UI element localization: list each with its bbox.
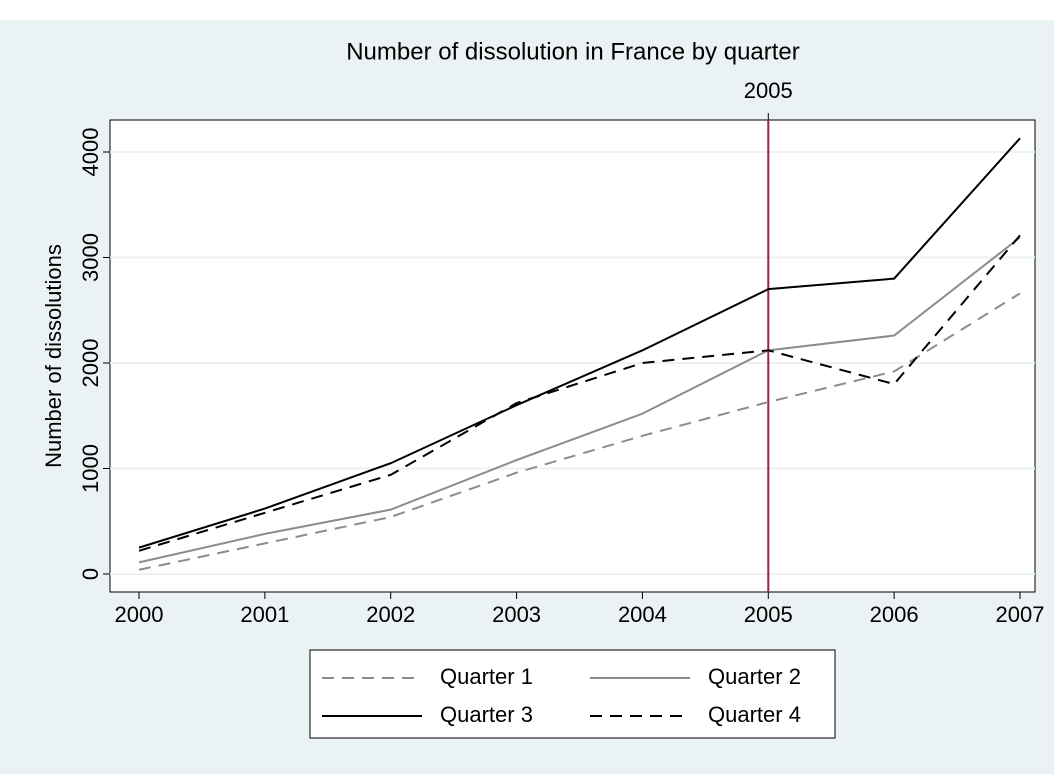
- legend-label: Quarter 2: [708, 664, 801, 689]
- y-tick-label: 1000: [78, 444, 103, 493]
- y-tick-label: 0: [78, 568, 103, 580]
- x-tick-label: 2000: [115, 602, 164, 627]
- plot-area: [109, 119, 1036, 593]
- y-tick-label: 4000: [78, 128, 103, 177]
- series-line: [138, 292, 1021, 571]
- legend-label: Quarter 1: [440, 664, 533, 689]
- x-tick-label: 2005: [744, 602, 793, 627]
- y-axis-label: Number of dissolutions: [41, 244, 66, 468]
- x-tick-label: 2006: [870, 602, 919, 627]
- x-tick-label: 2001: [240, 602, 289, 627]
- series-line: [138, 236, 1021, 564]
- series-line: [138, 137, 1021, 549]
- y-tick-label: 3000: [78, 233, 103, 282]
- reference-label: 2005: [744, 78, 793, 103]
- chart-title: Number of dissolution in France by quart…: [346, 38, 800, 65]
- x-tick-label: 2007: [996, 602, 1045, 627]
- y-tick-label: 2000: [78, 339, 103, 388]
- x-tick-label: 2002: [366, 602, 415, 627]
- legend: [309, 649, 836, 739]
- legend-label: Quarter 4: [708, 702, 801, 727]
- x-tick-label: 2003: [492, 602, 541, 627]
- x-tick-label: 2004: [618, 602, 667, 627]
- legend-label: Quarter 3: [440, 702, 533, 727]
